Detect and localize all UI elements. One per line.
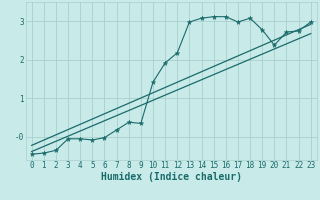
X-axis label: Humidex (Indice chaleur): Humidex (Indice chaleur) bbox=[101, 172, 242, 182]
